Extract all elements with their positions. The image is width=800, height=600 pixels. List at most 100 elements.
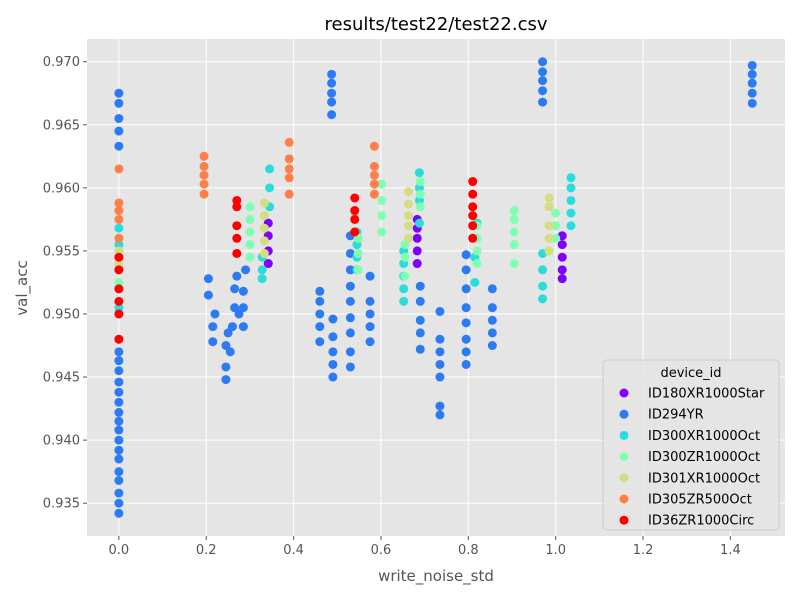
data-point	[472, 259, 482, 269]
data-point	[263, 259, 273, 269]
data-point	[221, 362, 231, 372]
x-tick-label: 0.4	[283, 543, 304, 558]
data-point	[551, 221, 561, 231]
x-axis-label: write_noise_std	[378, 567, 494, 586]
data-point	[327, 110, 337, 120]
data-point	[221, 375, 231, 385]
legend-entry: ID36ZR1000Circ	[648, 514, 754, 529]
y-axis-ticks: 0.935 0.940 0.945 0.950 0.955 0.960 0.965 0.970	[43, 55, 87, 512]
series-id301xr1000oct	[114, 187, 554, 269]
data-point	[557, 265, 567, 275]
y-tick-label: 0.960	[43, 181, 80, 196]
legend: device_id ID180XR1000Star ID294YR ID300XR1…	[602, 359, 780, 531]
data-point	[199, 189, 209, 199]
data-point	[566, 183, 576, 193]
data-point	[223, 328, 233, 338]
data-point	[114, 214, 124, 224]
data-point	[365, 309, 375, 319]
data-point	[315, 286, 325, 296]
data-point	[245, 214, 255, 224]
legend-marker	[619, 452, 629, 462]
data-point	[114, 366, 124, 376]
data-point	[544, 193, 554, 203]
legend-marker	[619, 388, 629, 398]
data-point	[487, 315, 497, 325]
data-point	[114, 416, 124, 426]
data-point	[557, 274, 567, 284]
data-point	[327, 78, 337, 88]
data-point	[365, 337, 375, 347]
data-point	[461, 347, 471, 357]
data-point	[245, 202, 255, 212]
data-point	[114, 252, 124, 262]
data-point	[538, 67, 548, 77]
data-point	[238, 322, 248, 332]
y-tick-label: 0.965	[43, 118, 80, 133]
data-point	[284, 154, 294, 164]
legend-entry: ID300XR1000Oct	[648, 429, 760, 444]
chart-title: results/test22/test22.csv	[324, 14, 547, 35]
data-point	[345, 328, 355, 338]
y-tick-label: 0.945	[43, 371, 80, 386]
data-point	[284, 173, 294, 183]
data-point	[353, 265, 363, 275]
data-point	[544, 202, 554, 212]
data-point	[403, 221, 413, 231]
data-point	[415, 281, 425, 291]
data-point	[353, 248, 363, 258]
data-point	[245, 240, 255, 250]
data-point	[345, 265, 355, 275]
data-point	[345, 296, 355, 306]
data-point	[566, 173, 576, 183]
legend-entry: ID180XR1000Star	[648, 387, 765, 402]
data-point	[199, 179, 209, 189]
legend-title: device_id	[660, 366, 721, 381]
data-point	[403, 211, 413, 221]
data-point	[544, 221, 554, 231]
data-point	[551, 208, 561, 218]
data-point	[345, 347, 355, 357]
data-point	[509, 206, 519, 216]
data-point	[403, 187, 413, 197]
data-point	[345, 362, 355, 372]
data-point	[400, 271, 410, 281]
data-point	[114, 246, 124, 256]
data-point	[538, 86, 548, 96]
data-point	[259, 198, 269, 208]
data-point	[557, 240, 567, 250]
data-point	[232, 221, 242, 231]
data-point	[566, 195, 576, 205]
data-point	[114, 467, 124, 477]
data-point	[259, 223, 269, 233]
data-point	[327, 69, 337, 79]
data-point	[403, 199, 413, 209]
data-point	[327, 88, 337, 98]
data-point	[114, 296, 124, 306]
data-point	[284, 137, 294, 147]
y-tick-label: 0.940	[43, 434, 80, 449]
data-point	[509, 259, 519, 269]
data-point	[403, 233, 413, 243]
legend-marker	[619, 409, 629, 419]
data-point	[284, 164, 294, 174]
data-point	[747, 88, 757, 98]
legend-entry: ID305ZR500Oct	[648, 493, 752, 508]
series-id36zr1000circ	[114, 177, 478, 344]
data-point	[412, 233, 422, 243]
data-point	[461, 334, 471, 344]
data-point	[230, 303, 240, 313]
data-point	[114, 206, 124, 216]
data-point	[350, 227, 360, 237]
data-point	[315, 337, 325, 347]
data-point	[538, 57, 548, 67]
data-point	[114, 303, 124, 313]
data-point	[461, 303, 471, 313]
data-point	[241, 265, 251, 275]
data-point	[435, 334, 445, 344]
data-point	[435, 359, 445, 369]
data-point	[509, 214, 519, 224]
data-point	[487, 303, 497, 313]
data-point	[487, 341, 497, 351]
data-point	[259, 236, 269, 246]
data-point	[538, 281, 548, 291]
